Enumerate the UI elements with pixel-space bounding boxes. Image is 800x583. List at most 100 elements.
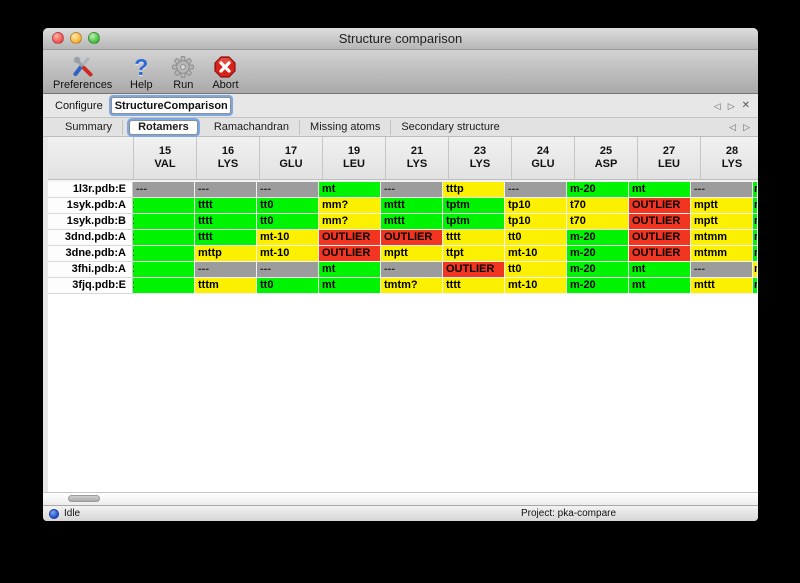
rotamer-cell[interactable]: t70 (567, 198, 629, 214)
prev-tab-icon[interactable]: ◁ (729, 122, 737, 132)
rotamer-cell[interactable]: t (133, 278, 195, 294)
rotamer-cell[interactable]: mttp (195, 246, 257, 262)
rotamer-cell[interactable]: t (133, 198, 195, 214)
rotamer-cell[interactable]: tt0 (505, 230, 567, 246)
rotamer-cell[interactable]: m-20 (567, 246, 629, 262)
rotamer-cell[interactable]: tt0 (257, 198, 319, 214)
rotamer-cell-overflow[interactable]: m (753, 182, 758, 198)
rotamer-cell[interactable]: OUTLIER (629, 198, 691, 214)
question-icon: ? (134, 54, 149, 80)
rotamer-cell[interactable]: tptm (443, 198, 505, 214)
rotamer-cell[interactable]: tmtm? (381, 278, 443, 294)
rotamer-cell-overflow[interactable]: m (753, 214, 758, 230)
rotamer-cell[interactable]: tttm (195, 278, 257, 294)
rotamer-cell-overflow[interactable]: m (753, 230, 758, 246)
next-config-icon[interactable]: ▷ (727, 100, 735, 111)
rotamer-cell[interactable]: m-20 (567, 262, 629, 278)
rotamer-cell[interactable]: tt0 (505, 262, 567, 278)
rotamer-cell[interactable]: tttp (443, 182, 505, 198)
rotamer-cell[interactable]: m-20 (567, 278, 629, 294)
rotamer-cell[interactable]: OUTLIER (319, 230, 381, 246)
rotamer-cell[interactable]: mptt (691, 198, 753, 214)
rotamer-cell[interactable]: mm? (319, 198, 381, 214)
rotamer-cell[interactable]: mt (319, 278, 381, 294)
rotamer-cell-overflow[interactable]: m (753, 198, 758, 214)
rotamer-cell[interactable]: mttt (381, 198, 443, 214)
rotamer-cell[interactable]: mptt (381, 246, 443, 262)
rotamer-cell-overflow[interactable]: m (753, 246, 758, 262)
rotamer-cell[interactable]: tp10 (505, 198, 567, 214)
rotamer-cell[interactable]: mm? (319, 214, 381, 230)
configure-name-input[interactable] (110, 97, 231, 114)
rotamer-cell[interactable]: t (133, 214, 195, 230)
rotamer-cell[interactable]: --- (691, 182, 753, 198)
residue-type: LEU (658, 158, 680, 170)
abort-button[interactable]: Abort (212, 55, 239, 91)
close-config-icon[interactable]: ✕ (741, 99, 750, 111)
preferences-button[interactable]: Preferences (53, 55, 112, 91)
rotamer-cell[interactable]: mt (319, 182, 381, 198)
rotamer-cell[interactable]: OUTLIER (319, 246, 381, 262)
tab-summary[interactable]: Summary (55, 119, 124, 135)
tab-secondary-structure[interactable]: Secondary structure (401, 120, 500, 133)
rotamer-cell[interactable]: t (133, 262, 195, 278)
rotamer-cell[interactable]: mt (629, 262, 691, 278)
rotamer-cell[interactable]: --- (195, 262, 257, 278)
rotamer-cell[interactable]: tp10 (505, 214, 567, 230)
rotamer-cell[interactable]: tttt (195, 230, 257, 246)
zoom-window-button[interactable] (88, 32, 100, 44)
close-window-button[interactable] (52, 32, 64, 44)
minimize-window-button[interactable] (70, 32, 82, 44)
tab-ramachandran[interactable]: Ramachandran (204, 119, 301, 135)
rotamer-cell[interactable]: mt (629, 182, 691, 198)
rotamer-cell[interactable]: mt (629, 278, 691, 294)
rotamer-cell[interactable]: tt0 (257, 214, 319, 230)
rotamer-cell[interactable]: tttt (443, 230, 505, 246)
rotamer-cell[interactable]: --- (257, 182, 319, 198)
rotamer-cell[interactable]: t (133, 246, 195, 262)
rotamer-cell-overflow[interactable]: m (753, 262, 758, 278)
rotamer-cell[interactable]: t70 (567, 214, 629, 230)
rotamer-cell[interactable]: mt-10 (257, 246, 319, 262)
tab-rotamers[interactable]: Rotamers (129, 119, 198, 135)
rotamer-cell[interactable]: m-20 (567, 182, 629, 198)
rotamer-cell[interactable]: OUTLIER (443, 262, 505, 278)
rotamer-cell[interactable]: tttt (195, 214, 257, 230)
horizontal-scrollbar[interactable] (43, 492, 758, 505)
rotamer-cell[interactable]: --- (257, 262, 319, 278)
run-button[interactable]: Run (170, 55, 196, 91)
help-button[interactable]: ? Help (128, 54, 154, 92)
prev-config-icon[interactable]: ◁ (713, 100, 721, 111)
rotamer-cell[interactable]: --- (691, 262, 753, 278)
rotamer-cell[interactable]: --- (381, 182, 443, 198)
rotamer-cell[interactable]: mttt (691, 278, 753, 294)
rotamer-cell[interactable]: tt0 (257, 278, 319, 294)
rotamer-cell[interactable]: mt-10 (505, 278, 567, 294)
rotamer-cell-overflow[interactable]: m (753, 278, 758, 294)
rotamer-cell[interactable]: OUTLIER (629, 214, 691, 230)
rotamer-cell[interactable]: mtmm (691, 246, 753, 262)
tab-missing-atoms[interactable]: Missing atoms (300, 119, 392, 135)
rotamer-cell[interactable]: OUTLIER (381, 230, 443, 246)
rotamer-cell[interactable]: --- (381, 262, 443, 278)
rotamer-cell[interactable]: mt-10 (257, 230, 319, 246)
horizontal-scrollbar-thumb[interactable] (68, 495, 100, 502)
rotamer-cell[interactable]: mptt (691, 214, 753, 230)
rotamer-cell[interactable]: --- (133, 182, 195, 198)
rotamer-cell[interactable]: t (133, 230, 195, 246)
rotamer-cell[interactable]: tptm (443, 214, 505, 230)
rotamer-cell[interactable]: OUTLIER (629, 230, 691, 246)
rotamer-cell[interactable]: mtmm (691, 230, 753, 246)
rotamer-cell[interactable]: tttt (195, 198, 257, 214)
rotamer-cell[interactable]: ttpt (443, 246, 505, 262)
rotamer-cell[interactable]: mt (319, 262, 381, 278)
rotamer-cell[interactable]: OUTLIER (629, 246, 691, 262)
next-tab-icon[interactable]: ▷ (743, 122, 750, 132)
rotamer-cell[interactable]: mt-10 (505, 246, 567, 262)
rotamer-cell[interactable]: m-20 (567, 230, 629, 246)
rotamer-cell[interactable]: tttt (443, 278, 505, 294)
rotamer-cell[interactable]: --- (505, 182, 567, 198)
rotamer-cell[interactable]: mttt (381, 214, 443, 230)
title-bar[interactable]: Structure comparison (43, 28, 758, 50)
rotamer-cell[interactable]: --- (195, 182, 257, 198)
